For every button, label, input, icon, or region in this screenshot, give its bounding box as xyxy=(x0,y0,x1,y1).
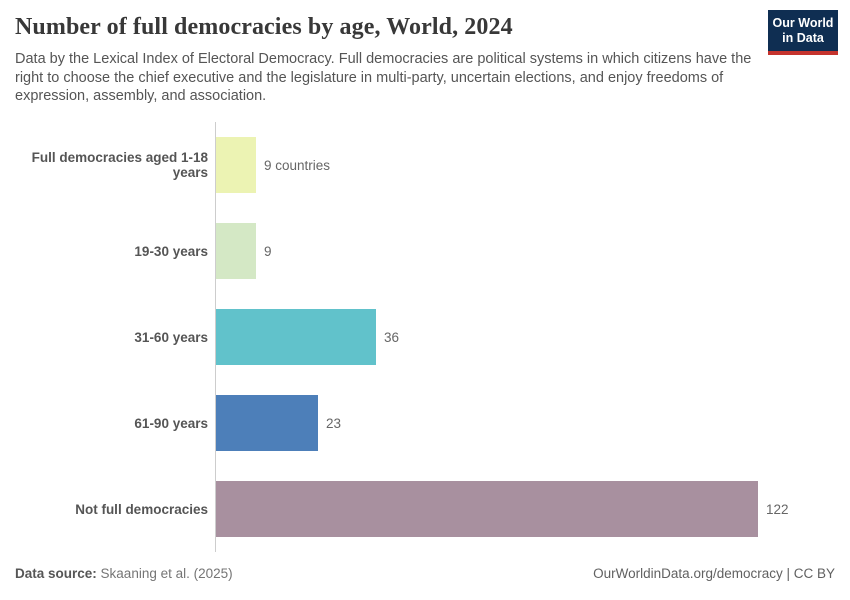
bar-row-3: 31-60 years 36 xyxy=(0,309,850,365)
bar-row-5: Not full democracies 122 xyxy=(0,481,850,537)
bar-rows: Full democracies aged 1-18 years 9 count… xyxy=(0,137,850,537)
y-axis-line xyxy=(215,122,216,552)
chart-header: Number of full democracies by age, World… xyxy=(15,14,835,106)
bar-row-2: 19-30 years 9 xyxy=(0,223,850,279)
category-label: 31-60 years xyxy=(134,329,208,345)
chart-footer: Data source: Skaaning et al. (2025) OurW… xyxy=(15,566,835,581)
value-label: 9 xyxy=(264,243,272,259)
value-label: 122 xyxy=(766,501,789,517)
data-source: Data source: Skaaning et al. (2025) xyxy=(15,566,233,581)
chart-title: Number of full democracies by age, World… xyxy=(15,14,513,40)
data-source-label: Data source: xyxy=(15,566,97,581)
category-label: Full democracies aged 1-18 years xyxy=(31,150,208,180)
data-source-value: Skaaning et al. (2025) xyxy=(100,566,233,581)
category-label: Not full democracies xyxy=(75,501,208,517)
owid-logo-line2: in Data xyxy=(782,31,824,45)
bar-chart: Full democracies aged 1-18 years 9 count… xyxy=(0,122,850,552)
chart-subtitle: Data by the Lexical Index of Electoral D… xyxy=(15,51,752,104)
bar-row-4: 61-90 years 23 xyxy=(0,395,850,451)
category-label: 19-30 years xyxy=(134,243,208,259)
bar-area: 9 xyxy=(216,223,272,279)
bar-area: 9 countries xyxy=(216,137,330,193)
owid-url-license-link[interactable]: OurWorldinData.org/democracy | CC BY xyxy=(593,566,835,581)
bar-area: 36 xyxy=(216,309,399,365)
bar-row-1: Full democracies aged 1-18 years 9 count… xyxy=(0,137,850,193)
bar-not-full-democracies[interactable] xyxy=(216,481,758,537)
bar-area: 23 xyxy=(216,395,341,451)
bar-area: 122 xyxy=(216,481,789,537)
owid-logo-line1: Our World xyxy=(772,16,834,30)
value-label: 23 xyxy=(326,415,342,431)
category-label: 61-90 years xyxy=(134,415,208,431)
bar-aged-31-60[interactable] xyxy=(216,309,376,365)
value-label: 36 xyxy=(384,329,400,345)
value-label: 9 countries xyxy=(264,157,331,173)
owid-logo[interactable]: Our World in Data xyxy=(768,10,838,55)
bar-aged-1-18[interactable] xyxy=(216,137,256,193)
bar-aged-19-30[interactable] xyxy=(216,223,256,279)
bar-aged-61-90[interactable] xyxy=(216,395,318,451)
